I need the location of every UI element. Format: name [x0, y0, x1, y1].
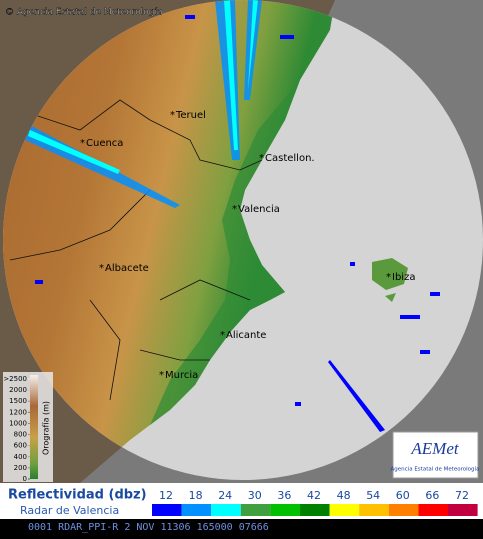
logo-subtitle: Agencia Estatal de Meteorología	[391, 466, 480, 473]
borders	[9, 99, 263, 401]
orography-label: 0	[23, 475, 27, 483]
orography-label: 1500	[9, 397, 27, 405]
orography-label: 600	[14, 442, 27, 450]
formentera-island	[385, 293, 396, 302]
legend-title: Reflectividad (dbz)	[8, 488, 147, 503]
radar-echoes	[25, 0, 440, 432]
credit: © Agencia Estatal de Meteorología	[5, 8, 162, 18]
place-marker: *	[386, 272, 391, 283]
legend-swatch	[300, 504, 330, 516]
place-marker: *	[80, 138, 85, 149]
legend-swatch	[240, 504, 271, 516]
legend-swatch	[211, 504, 241, 516]
legend-swatch	[388, 504, 419, 516]
place-marker: *	[99, 263, 104, 274]
legend-swatch	[152, 504, 182, 516]
legend-level-label: 36	[277, 489, 291, 502]
legend-swatch	[359, 504, 389, 516]
place-marker: *	[159, 370, 164, 381]
orography-label: 2000	[9, 386, 27, 394]
legend-level-label: 54	[366, 489, 380, 502]
legend-swatch	[270, 504, 300, 516]
ibiza-island	[372, 258, 408, 290]
orography-label: 1000	[9, 419, 27, 427]
place-label: Cuenca	[86, 138, 123, 149]
legend-level-label: 12	[159, 489, 173, 502]
orography-tick	[28, 411, 30, 413]
status-text: 0001 RDAR_PPI-R 2 NOV 11306 165000 07666	[28, 522, 269, 533]
legend-level-label: 42	[307, 489, 321, 502]
coastal-plain	[150, 80, 300, 425]
orography-tick	[28, 478, 30, 480]
orography-tick	[28, 389, 30, 391]
place-marker: *	[170, 110, 175, 121]
legend-level-label: 60	[396, 489, 410, 502]
orography-label: 200	[14, 464, 27, 472]
orography-scale	[30, 375, 38, 479]
place-label: Valencia	[238, 204, 280, 215]
status-bar	[0, 519, 483, 535]
place-marker: *	[259, 153, 264, 164]
legend-swatch	[329, 504, 360, 516]
orography-label: 1200	[9, 408, 27, 416]
orography-tick	[28, 378, 30, 380]
legend-swatch	[448, 504, 478, 516]
orography-label: >2500	[3, 375, 27, 383]
place-marker: *	[232, 204, 237, 215]
legend-level-label: 66	[425, 489, 439, 502]
orography-tick	[28, 400, 30, 402]
legend-level-label: 24	[218, 489, 232, 502]
place-label: Castellon.	[265, 153, 315, 164]
orography-title: Orografía (m)	[42, 401, 51, 455]
logo-name: AEMet	[410, 439, 459, 458]
place-label: Murcia	[165, 370, 198, 381]
place-labels: * Teruel* Cuenca* Castellon.* Valencia* Albac…	[80, 110, 415, 381]
land	[3, 0, 335, 480]
orography-label: 400	[14, 453, 27, 461]
legend-level-label: 18	[189, 489, 203, 502]
place-label: Albacete	[105, 263, 149, 274]
logo-box	[392, 431, 479, 479]
legend-levels: 12 18 24 30 36 42 48 54 60 66 72	[152, 489, 478, 516]
radar-disc	[3, 0, 483, 480]
legend-level-label: 72	[455, 489, 469, 502]
orography-tick	[28, 445, 30, 447]
orography-tick	[28, 467, 30, 469]
legend-swatch	[418, 504, 448, 516]
legend-level-label: 48	[337, 489, 351, 502]
place-label: Ibiza	[392, 272, 415, 283]
legend-subtitle: Radar de Valencia	[20, 504, 119, 517]
legend-level-label: 30	[248, 489, 262, 502]
place-marker: *	[220, 330, 225, 341]
orography-tick	[28, 456, 30, 458]
legend-swatch	[181, 504, 212, 516]
orography-tick	[28, 422, 30, 424]
place-label: Alicante	[226, 330, 266, 341]
orography-tick	[28, 434, 30, 436]
place-label: Teruel	[175, 110, 206, 121]
orography-label: 800	[14, 431, 27, 439]
